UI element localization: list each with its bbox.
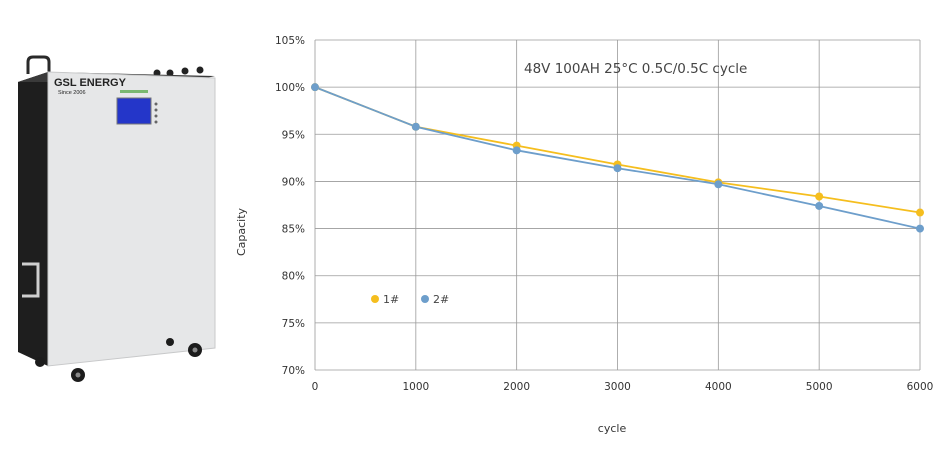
side-handle-icon: [22, 262, 40, 298]
x-tick-label: 3000: [604, 381, 631, 393]
y-axis-ticks: 70% 75% 80% 85% 90% 95% 100% 105%: [275, 35, 305, 377]
x-axis-label: cycle: [598, 422, 627, 435]
data-point-series-2: [815, 201, 824, 210]
since-text: Since 2006: [58, 90, 86, 96]
data-point-series-2: [311, 83, 319, 92]
data-point-series-1: [815, 192, 824, 201]
x-axis-ticks: 0 1000 2000 3000 4000 5000 6000: [312, 381, 934, 393]
x-tick-label: 4000: [705, 381, 732, 393]
battery-side-panel: [18, 72, 48, 366]
x-tick-label: 5000: [806, 381, 833, 393]
y-tick-label: 85%: [282, 224, 305, 236]
battery-product-image: GSL ENERGY Since 2006: [18, 55, 216, 382]
y-tick-label: 80%: [282, 271, 305, 283]
top-handle-icon: [26, 55, 51, 74]
legend-marker-2: [421, 295, 429, 303]
data-point-series-2: [512, 146, 521, 155]
wheel-icon: [35, 357, 45, 367]
capacity-cycle-chart: 70% 75% 80% 85% 90% 95% 100% 105% 0 1000 2000 3000…: [235, 35, 934, 435]
y-tick-label: 70%: [282, 365, 305, 377]
y-tick-label: 105%: [275, 35, 305, 47]
legend-label-2: 2#: [433, 293, 449, 306]
x-tick-label: 0: [312, 381, 319, 393]
panel-button-icon: [154, 108, 158, 112]
battery-front-panel: [47, 71, 216, 367]
data-point-series-2: [916, 224, 924, 233]
x-tick-label: 2000: [503, 381, 530, 393]
x-tick-label: 6000: [907, 381, 934, 393]
legend: 1# 2#: [371, 293, 449, 306]
y-tick-label: 95%: [282, 129, 305, 141]
legend-label-1: 1#: [383, 293, 399, 306]
data-point-series-2: [613, 164, 622, 173]
indicator-strip: [120, 90, 148, 93]
terminal-knob-icon: [166, 69, 174, 77]
lcd-screen: [116, 97, 152, 125]
data-point-series-1: [916, 208, 924, 217]
series-points: [311, 83, 924, 233]
terminal-knob-icon: [181, 67, 189, 75]
x-tick-label: 1000: [402, 381, 429, 393]
chart-title: 48V 100AH 25°C 0.5C/0.5C cycle: [524, 61, 747, 77]
wheel-icon: [166, 338, 174, 346]
terminal-knob-icon: [196, 66, 204, 74]
data-point-series-2: [714, 180, 723, 189]
data-point-series-2: [411, 122, 420, 131]
y-tick-label: 100%: [275, 82, 305, 94]
y-tick-label: 90%: [282, 176, 305, 188]
y-tick-label: 75%: [282, 318, 305, 330]
y-axis-label: Capacity: [235, 207, 248, 256]
brand-logo-text: GSL ENERGY: [54, 77, 127, 89]
chart-grid: [314, 39, 921, 371]
panel-button-icon: [154, 114, 158, 118]
legend-marker-1: [371, 295, 379, 303]
panel-button-icon: [154, 120, 158, 124]
panel-button-icon: [154, 102, 158, 106]
